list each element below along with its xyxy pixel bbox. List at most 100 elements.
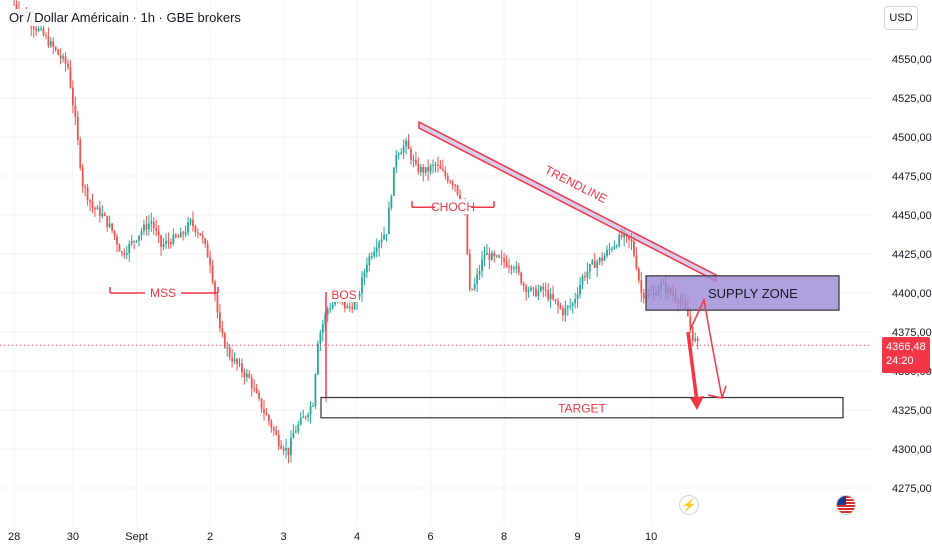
candle-body [260,398,263,410]
candle-body [566,306,569,308]
candle-body [611,248,613,250]
time-tick-label: 2 [207,531,213,543]
candle-body [613,246,616,249]
candle-body [299,417,302,425]
candle-body [79,139,82,168]
candle-body [255,388,258,393]
candle-body [167,240,170,243]
candle-body [319,332,322,344]
candle-body [603,255,606,261]
candle-body [380,239,383,243]
candlestick-series [13,0,699,464]
candle-body [238,363,241,365]
time-axis[interactable]: 28 30 Sept 2 3 4 6 8 9 10 [0,525,932,550]
price-tick-label: 4375,00 [892,327,932,339]
candle-body [640,280,643,293]
candle-body [277,434,280,446]
candle-body [358,293,361,297]
candle-body [67,63,69,68]
candle-body [591,260,594,264]
candle-body [179,232,182,238]
candle-body [81,167,84,187]
candle-body [59,54,62,59]
candle-body [309,406,312,415]
candle-body [449,181,452,183]
candle-body [370,256,373,258]
candle-body [272,427,275,431]
price-tick-label: 4450,00 [892,210,932,222]
time-tick-label: 30 [67,531,79,543]
candle-body [263,409,265,413]
price-tick-label: 4550,00 [892,54,932,66]
label-bg [435,199,471,215]
structure-label: MSS [150,286,176,300]
candle-body [294,431,297,433]
currency-button[interactable]: USD [884,6,918,30]
candle-body [13,4,15,6]
candle-body [250,377,253,389]
candle-body [187,222,189,233]
candle-body [478,270,481,275]
candle-body [334,301,336,305]
candle-body [228,347,231,358]
candle-body [165,240,167,245]
candle-body [618,234,621,246]
candle-body [552,294,554,300]
us-flag-icon[interactable] [836,495,856,515]
candle-body [407,140,410,150]
candle-body [140,231,143,236]
candle-body [42,28,45,36]
candle-body [290,438,292,456]
candle-body [128,243,131,254]
candle-body [326,308,329,315]
candle-body [219,312,221,329]
structure-label: CHOCH [431,200,475,214]
price-axis[interactable]: 4550,00 4525,00 4500,00 4475,00 4450,00 4425,… [872,0,932,525]
candle-body [522,283,525,287]
candle-body [121,251,123,253]
candle-body [150,221,153,224]
candle-body [584,276,586,278]
candle-body [574,299,577,304]
candle-body [160,235,162,247]
candle-body [525,286,528,292]
candle-body [74,105,77,118]
flash-icon[interactable]: ⚡ [679,495,699,515]
candle-body [282,448,285,451]
candle-body [581,276,584,285]
candle-body [47,36,50,46]
supply-zone-label: SUPPLY ZONE [708,286,798,301]
candle-body [628,236,630,240]
projection-arrowhead [690,396,704,410]
candle-body [174,234,177,237]
candle-body [473,283,476,290]
candle-body [542,286,545,290]
candle-body [302,416,305,418]
candle-body [576,294,579,300]
candle-body [84,186,87,188]
candle-body [15,4,18,10]
candle-body [400,152,403,155]
candle-body [424,167,427,173]
candle-body [204,238,207,245]
countdown-timer: 24:20 [886,355,914,367]
candle-body [147,223,150,230]
candle-body [579,284,581,295]
candle-body [233,358,236,362]
candle-body [601,257,603,261]
candle-body [96,207,99,210]
time-tick-label: 6 [428,531,434,543]
candle-body [527,290,530,292]
candle-body [486,253,488,255]
candle-body [635,255,638,269]
candle-body [248,373,251,378]
candle-body [498,255,501,258]
candle-body [125,253,128,255]
candle-body [116,236,118,245]
candle-body [101,213,104,217]
candle-body [537,290,540,297]
candle-body [378,242,381,248]
candle-body [346,306,349,309]
candle-body [694,338,697,341]
